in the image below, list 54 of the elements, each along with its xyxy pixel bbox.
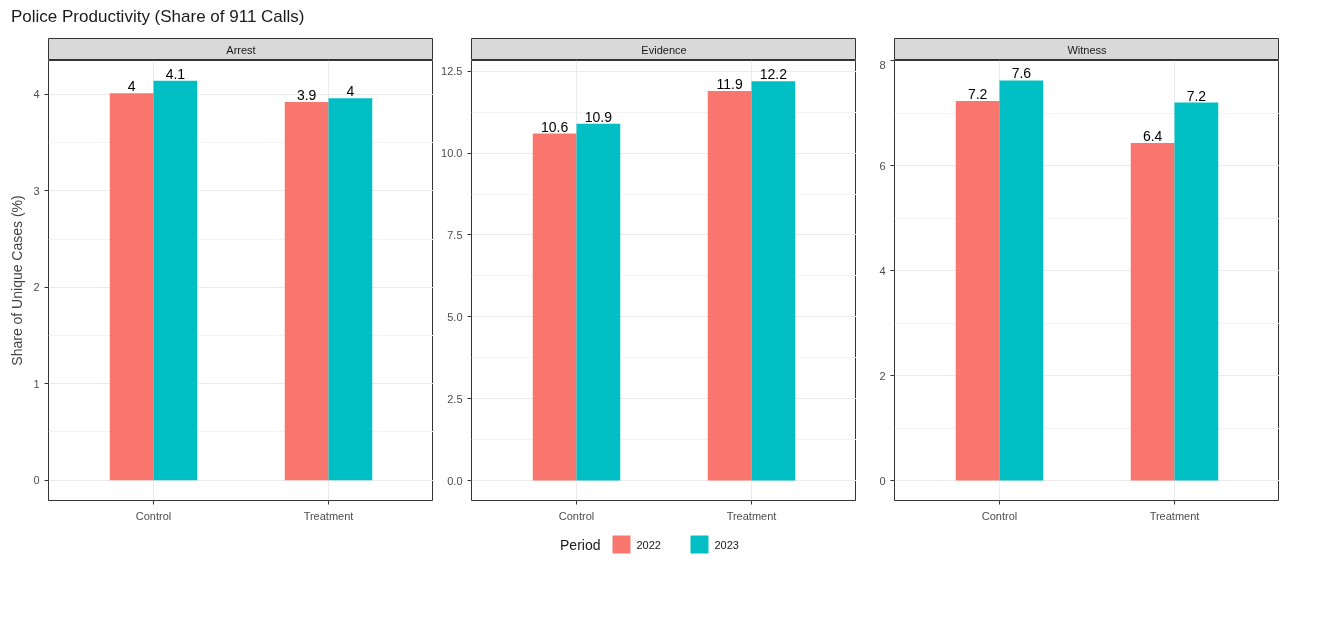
y-tick-label: 12.5 [441,65,463,78]
bar [532,133,577,481]
y-tick-label: 2 [33,281,40,294]
data-label: 10.6 [541,118,569,135]
bar [751,81,796,481]
y-tick-label: 4 [879,264,886,277]
legend-label: 2022 [636,538,661,551]
y-tick-label: 6 [879,159,886,172]
data-label: 7.2 [967,85,988,102]
bar [109,93,154,481]
bar [284,101,329,481]
bar [955,100,1000,481]
x-tick-label: Control [981,509,1018,522]
legend-label: 2023 [714,538,739,551]
data-label: 11.9 [716,75,743,92]
bar [153,80,198,481]
data-label: 3.9 [296,86,317,103]
x-tick-label: Treatment [1149,509,1200,522]
chart-title: Police Productivity (Share of 911 Calls) [11,6,305,28]
legend-title: Period [560,536,601,553]
y-tick-label: 8 [879,58,886,71]
y-tick-label: 2 [879,369,886,382]
bar [328,98,373,481]
data-label: 4.1 [165,65,186,82]
x-tick-label: Control [558,509,595,522]
bar [1130,142,1175,481]
bar [576,123,621,481]
data-label: 4 [346,83,355,100]
data-label: 7.2 [1186,87,1207,104]
y-axis-title: Share of Unique Cases (%) [9,195,26,366]
y-tick-label: 0 [879,474,886,487]
y-tick-label: 0 [33,474,40,487]
y-tick-label: 2.5 [447,392,463,405]
x-tick-label: Control [135,509,172,522]
y-tick-label: 0.0 [447,474,463,487]
data-label: 12.2 [759,66,788,83]
y-tick-label: 10.0 [441,147,463,160]
y-tick-label: 5.0 [447,310,463,323]
x-tick-label: Treatment [726,509,777,522]
bar [1174,102,1219,481]
bar [707,90,752,481]
data-label: 6.4 [1142,127,1163,144]
chart-subtitle: Evidence [641,43,687,56]
y-tick-label: 3 [33,184,40,197]
bar [999,80,1044,481]
data-label: 4 [127,78,136,95]
data-label: 7.6 [1011,65,1032,82]
chart-subtitle: Arrest [226,43,256,56]
chart-subtitle: Witness [1067,43,1108,56]
y-tick-label: 1 [33,377,40,390]
y-tick-label: 7.5 [447,228,463,241]
data-label: 10.9 [584,108,613,125]
y-tick-label: 4 [33,88,40,101]
x-tick-label: Treatment [303,509,354,522]
